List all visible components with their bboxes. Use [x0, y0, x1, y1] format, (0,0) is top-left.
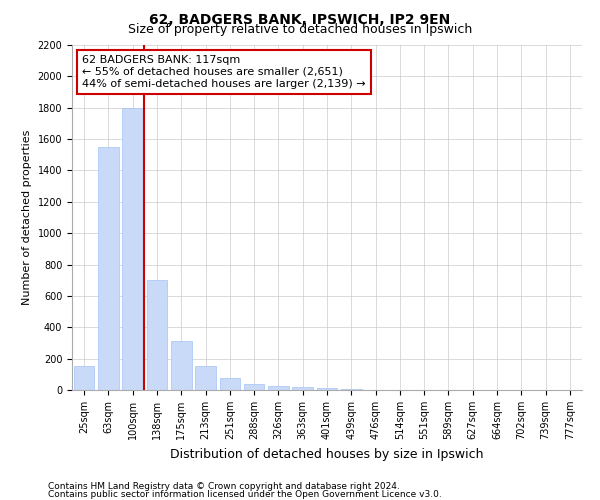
Bar	[220, 378, 240, 390]
Bar	[146, 280, 167, 390]
Bar	[195, 366, 216, 390]
Bar	[244, 384, 265, 390]
Bar	[292, 387, 313, 390]
Text: Contains public sector information licensed under the Open Government Licence v3: Contains public sector information licen…	[48, 490, 442, 499]
Text: Contains HM Land Registry data © Crown copyright and database right 2024.: Contains HM Land Registry data © Crown c…	[48, 482, 400, 491]
Bar	[171, 342, 191, 390]
Text: Size of property relative to detached houses in Ipswich: Size of property relative to detached ho…	[128, 22, 472, 36]
Text: 62 BADGERS BANK: 117sqm
← 55% of detached houses are smaller (2,651)
44% of semi: 62 BADGERS BANK: 117sqm ← 55% of detache…	[82, 56, 366, 88]
Bar	[122, 108, 143, 390]
Bar	[268, 386, 289, 390]
Text: 62, BADGERS BANK, IPSWICH, IP2 9EN: 62, BADGERS BANK, IPSWICH, IP2 9EN	[149, 12, 451, 26]
X-axis label: Distribution of detached houses by size in Ipswich: Distribution of detached houses by size …	[170, 448, 484, 460]
Bar	[341, 389, 362, 390]
Bar	[98, 147, 119, 390]
Y-axis label: Number of detached properties: Number of detached properties	[22, 130, 32, 305]
Bar	[317, 388, 337, 390]
Bar	[74, 366, 94, 390]
